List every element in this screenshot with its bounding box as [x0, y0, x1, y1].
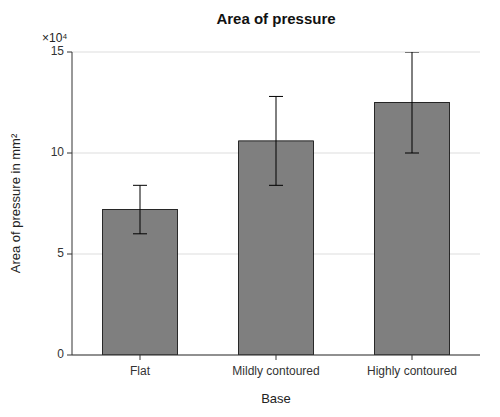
error-stem — [140, 185, 141, 233]
error-cap — [269, 185, 283, 186]
y-axis-label: Area of pressure in mm² — [8, 133, 23, 273]
y-axis: 0 5 10 15 — [51, 44, 72, 361]
tick-mark — [276, 355, 277, 360]
tick-label: Flat — [130, 364, 151, 378]
tick-label: Mildly contoured — [232, 364, 319, 378]
tick-mark — [67, 52, 72, 53]
tick-mark — [67, 254, 72, 255]
error-cap — [405, 52, 419, 53]
error-bars — [133, 52, 419, 234]
y-axis-line — [72, 52, 73, 355]
tick-label: Highly contoured — [367, 364, 457, 378]
error-bar — [269, 96, 283, 185]
tick-label: 5 — [57, 246, 64, 260]
grid-line — [72, 52, 480, 53]
error-stem — [412, 52, 413, 153]
chart-svg: 0 5 10 15 Flat Mildly contoured Highly contour… — [0, 0, 500, 417]
tick-label: 15 — [51, 44, 65, 58]
tick-mark — [67, 153, 72, 154]
error-bar — [133, 185, 147, 233]
tick-label: 10 — [51, 145, 65, 159]
page: {"chart_data": {"type": "bar", "title": … — [0, 0, 500, 417]
x-axis-label: Base — [261, 391, 291, 406]
title: Area of pressure — [216, 10, 335, 27]
chart-container: 0 5 10 15 Flat Mildly contoured Highly contour… — [0, 0, 500, 417]
tick-mark — [140, 355, 141, 360]
grid — [72, 52, 480, 355]
error-cap — [133, 233, 147, 234]
x-axis: Flat Mildly contoured Highly contoured — [130, 355, 457, 378]
tick-mark — [412, 355, 413, 360]
annotation: ×10⁴ — [42, 31, 68, 45]
error-cap — [133, 185, 147, 186]
error-stem — [276, 96, 277, 185]
tick-label: 0 — [57, 347, 64, 361]
error-bar — [405, 52, 419, 153]
tick-mark — [67, 355, 72, 356]
error-cap — [405, 153, 419, 154]
error-cap — [269, 96, 283, 97]
